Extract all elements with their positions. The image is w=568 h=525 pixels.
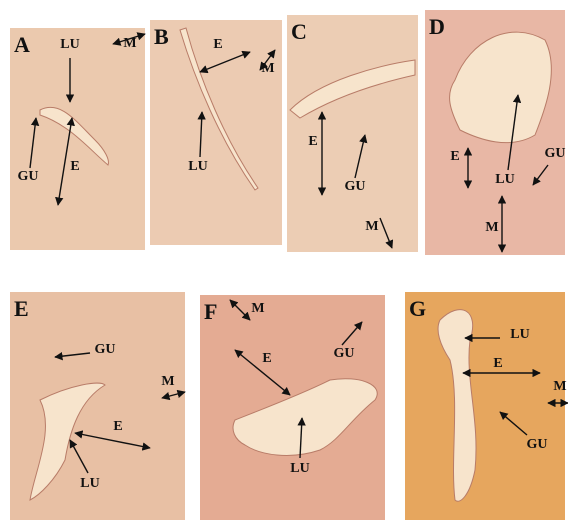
- panel-letter: A: [14, 32, 30, 57]
- tissue-label: LU: [495, 172, 514, 187]
- tissue-label: LU: [290, 461, 309, 476]
- tissue-label: E: [262, 351, 271, 366]
- panel-letter: D: [429, 14, 445, 39]
- panel-letter: E: [14, 296, 29, 321]
- panel: E GU M E LU: [10, 292, 185, 520]
- panel: B E M LU: [150, 20, 282, 245]
- panel: D E LU GU M: [425, 10, 566, 255]
- micrograph: [405, 292, 565, 520]
- tissue-label: M: [553, 379, 566, 394]
- tissue-label: M: [365, 219, 378, 234]
- panel-letter: G: [409, 296, 426, 321]
- tissue-label: LU: [510, 327, 529, 342]
- tissue-label: LU: [60, 37, 79, 52]
- panel: F M E GU LU: [200, 295, 385, 520]
- panel: G LU E M GU: [405, 292, 568, 520]
- tissue-label: M: [251, 301, 264, 316]
- tissue-label: GU: [334, 346, 355, 361]
- tissue-label: GU: [527, 437, 548, 452]
- panel: C E GU M: [287, 15, 418, 252]
- tissue-label: E: [113, 419, 122, 434]
- tissue-label: E: [493, 356, 502, 371]
- micrograph: [150, 20, 282, 245]
- tissue-label: E: [450, 149, 459, 164]
- tissue-label: GU: [18, 169, 39, 184]
- panel: A LU M GU E: [10, 28, 145, 250]
- tissue-label: M: [161, 374, 174, 389]
- micrograph: [287, 15, 418, 252]
- panel-letter: F: [204, 299, 217, 324]
- panel-letter: C: [291, 19, 307, 44]
- tissue-label: LU: [80, 476, 99, 491]
- tissue-label: LU: [188, 159, 207, 174]
- tissue-label: M: [485, 220, 498, 235]
- tissue-label: M: [261, 61, 274, 76]
- micrograph: [10, 28, 145, 250]
- tissue-label: E: [308, 134, 317, 149]
- tissue-label: M: [123, 36, 136, 51]
- tissue-label: GU: [345, 179, 366, 194]
- tissue-label: GU: [545, 146, 566, 161]
- tissue-label: GU: [95, 342, 116, 357]
- figure: A LU M GU E B E M LU C E GU M D E LU GU M E GU M E LU F M E GU LU G L…: [0, 0, 568, 525]
- panel-letter: B: [154, 24, 169, 49]
- tissue-label: E: [70, 159, 79, 174]
- tissue-label: E: [213, 37, 222, 52]
